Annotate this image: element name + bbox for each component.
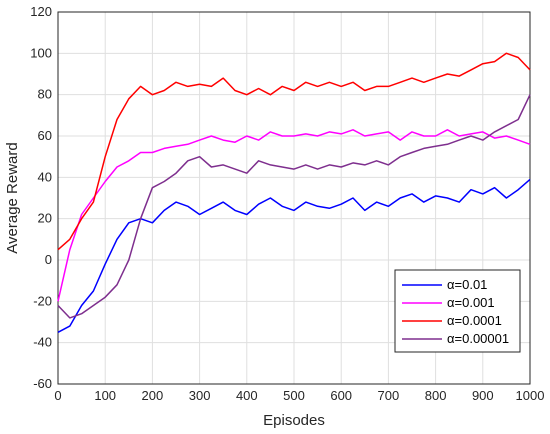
x-tick-label: 600 — [330, 388, 352, 403]
x-tick-label: 200 — [142, 388, 164, 403]
x-tick-label: 700 — [378, 388, 400, 403]
series-lines — [57, 52, 531, 333]
legend: α=0.01 α=0.001 α=0.0001 α=0.00001 — [394, 269, 521, 353]
series-line-1 — [57, 178, 531, 333]
x-tick-label: 1000 — [516, 388, 545, 403]
y-tick-label: 0 — [45, 252, 52, 267]
y-tick-label: 60 — [38, 128, 52, 143]
y-tick-label: 80 — [38, 87, 52, 102]
y-tick-label: 100 — [30, 45, 52, 60]
x-tick-label: 500 — [283, 388, 305, 403]
legend-label: α=0.0001 — [447, 313, 502, 328]
legend-label: α=0.00001 — [447, 331, 509, 346]
x-tick-label: 0 — [54, 388, 61, 403]
y-tick-label: -40 — [33, 335, 52, 350]
x-tick-label: 300 — [189, 388, 211, 403]
y-tick-labels: -60 -40 -20 0 20 40 60 80 100 120 — [30, 4, 52, 391]
y-tick-label: 40 — [38, 169, 52, 184]
series-line-2 — [57, 129, 531, 302]
x-tick-label: 800 — [425, 388, 447, 403]
legend-label: α=0.01 — [447, 277, 487, 292]
x-axis-label: Episodes — [263, 412, 325, 429]
series-line-4 — [57, 94, 531, 319]
plot-area-frame — [57, 11, 531, 385]
x-tick-label: 900 — [472, 388, 494, 403]
x-tick-labels: 0 100 200 300 400 500 600 700 800 900 1000 — [54, 388, 544, 403]
y-tick-label: -60 — [33, 376, 52, 391]
x-tick-label: 100 — [94, 388, 116, 403]
y-tick-label: 20 — [38, 211, 52, 226]
series-line-3 — [57, 52, 531, 251]
x-tick-label: 400 — [236, 388, 258, 403]
y-axis-label: Average Reward — [4, 142, 21, 253]
legend-label: α=0.001 — [447, 295, 495, 310]
y-tick-label: -20 — [33, 293, 52, 308]
y-tick-label: 120 — [30, 4, 52, 19]
